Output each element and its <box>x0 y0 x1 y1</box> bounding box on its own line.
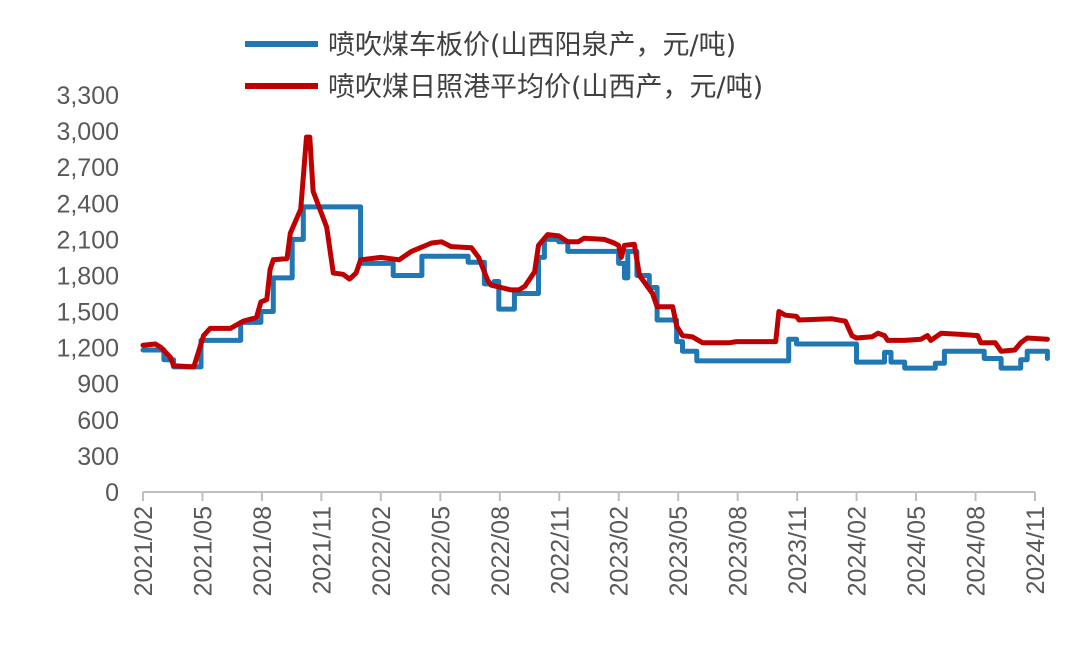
x-tick-label: 2024/11 <box>1022 506 1050 595</box>
series-line-2 <box>140 134 1050 370</box>
x-tick-label: 2022/02 <box>368 506 396 596</box>
y-tick-label: 2,700 <box>56 154 119 182</box>
legend-label-series-1: 喷吹煤车板价(山西阳泉产，元/吨) <box>328 30 736 61</box>
legend-label-series-2: 喷吹煤日照港平均价(山西产，元/吨) <box>328 72 763 103</box>
y-tick-label: 0 <box>105 479 119 507</box>
x-tick-label: 2021/02 <box>130 506 158 596</box>
x-tick-label: 2024/05 <box>903 506 931 596</box>
x-tick-label: 2023/02 <box>606 506 634 596</box>
x-tick-label: 2021/05 <box>189 506 217 596</box>
x-tick-label: 2023/08 <box>725 506 753 596</box>
x-tick-label: 2022/08 <box>487 506 515 596</box>
x-tick-label: 2023/11 <box>784 506 812 595</box>
chart-legend: 喷吹煤车板价(山西阳泉产，元/吨) 喷吹煤日照港平均价(山西产，元/吨) <box>245 30 763 103</box>
series-layer <box>140 134 1050 371</box>
x-tick-label: 2023/05 <box>665 506 693 596</box>
y-tick-label: 3,000 <box>56 118 119 146</box>
y-tick-label: 900 <box>77 371 119 399</box>
x-axis: 2021/02 2021/05 2021/08 2021/11 2022/02 2022/… <box>130 491 1050 596</box>
x-tick-label: 2021/08 <box>249 506 277 596</box>
y-axis-tick-labels: 0 300 600 900 1,200 1,500 1,800 2,100 2,400 2,700… <box>56 82 119 507</box>
x-tick-label: 2024/02 <box>844 506 872 596</box>
x-tick-label: 2022/11 <box>546 506 574 595</box>
y-tick-label: 1,200 <box>56 335 119 363</box>
y-tick-label: 1,800 <box>56 262 119 290</box>
y-tick-label: 300 <box>77 443 119 471</box>
x-tick-label: 2021/11 <box>308 506 336 595</box>
x-tick-label: 2024/08 <box>963 506 991 596</box>
y-tick-label: 2,400 <box>56 190 119 218</box>
y-tick-label: 600 <box>77 407 119 435</box>
y-tick-label: 3,300 <box>56 82 119 110</box>
y-tick-label: 2,100 <box>56 226 119 254</box>
y-tick-label: 1,500 <box>56 299 119 327</box>
series-line-1 <box>140 204 1050 371</box>
x-tick-label: 2022/05 <box>427 506 455 596</box>
